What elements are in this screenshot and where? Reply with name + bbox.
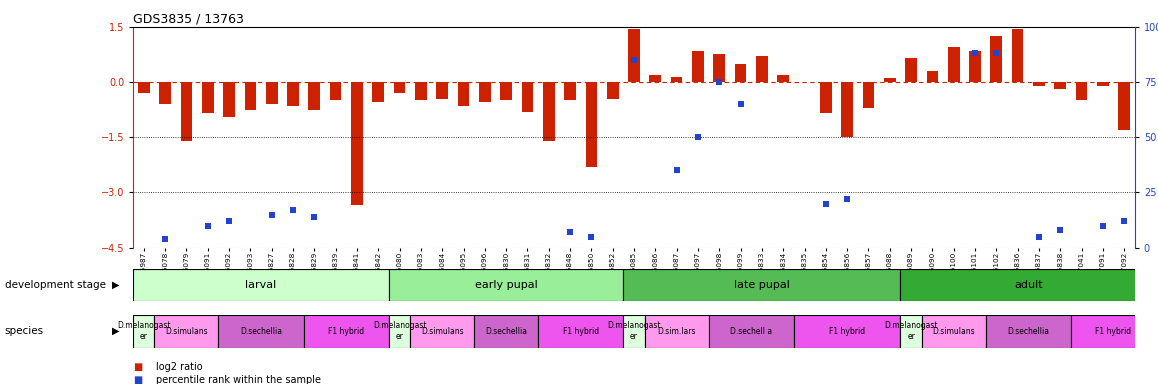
Bar	[223, 82, 235, 117]
Text: F1 hybrid: F1 hybrid	[829, 327, 865, 336]
Bar	[266, 82, 278, 104]
Bar	[901, 315, 922, 348]
Text: D.melanogast
er: D.melanogast er	[885, 321, 938, 341]
Bar	[628, 29, 640, 82]
Text: late pupal: late pupal	[734, 280, 790, 290]
Bar	[500, 82, 512, 101]
Bar	[543, 82, 555, 141]
Bar	[181, 82, 192, 141]
Bar	[303, 315, 389, 348]
Bar	[410, 315, 474, 348]
Bar	[926, 71, 938, 82]
Text: D.simulans: D.simulans	[932, 327, 975, 336]
Bar	[1012, 29, 1024, 82]
Text: D.sim.lars: D.sim.lars	[658, 327, 696, 336]
Bar	[990, 36, 1002, 82]
Text: D.simulans: D.simulans	[420, 327, 463, 336]
Bar	[201, 82, 213, 113]
Bar	[330, 82, 342, 101]
Text: GDS3835 / 13763: GDS3835 / 13763	[133, 13, 244, 26]
Bar	[1071, 315, 1156, 348]
Bar	[133, 315, 154, 348]
Bar	[906, 58, 917, 82]
Text: D.sechellia: D.sechellia	[240, 327, 283, 336]
Bar	[969, 51, 981, 82]
Bar	[564, 82, 576, 101]
Bar	[244, 82, 256, 110]
Bar	[138, 82, 149, 93]
Bar	[474, 315, 538, 348]
Bar	[437, 82, 448, 99]
Bar	[1033, 82, 1045, 86]
Bar	[650, 75, 661, 82]
Bar	[1076, 82, 1087, 101]
Bar	[645, 315, 709, 348]
Bar	[1119, 82, 1130, 130]
Bar	[713, 55, 725, 82]
Text: D.melanogast
er: D.melanogast er	[607, 321, 661, 341]
Text: D.melanogast
er: D.melanogast er	[117, 321, 170, 341]
Text: F1 hybrid: F1 hybrid	[328, 327, 365, 336]
Bar	[670, 76, 682, 82]
Bar	[1097, 82, 1108, 86]
Bar	[756, 56, 768, 82]
Bar	[308, 82, 320, 110]
Bar	[623, 315, 645, 348]
Bar	[538, 315, 623, 348]
Bar	[586, 82, 598, 167]
Bar	[394, 82, 405, 93]
Text: species: species	[5, 326, 44, 336]
Bar	[820, 82, 831, 113]
Bar	[948, 47, 960, 82]
Bar	[160, 82, 171, 104]
Text: development stage: development stage	[5, 280, 105, 290]
Bar	[607, 82, 618, 99]
Text: adult: adult	[1014, 280, 1042, 290]
Bar	[133, 269, 389, 301]
Bar	[777, 75, 789, 82]
Text: percentile rank within the sample: percentile rank within the sample	[156, 375, 321, 384]
Bar	[709, 315, 794, 348]
Bar	[287, 82, 299, 106]
Bar	[351, 82, 362, 205]
Bar	[415, 82, 427, 101]
Bar	[479, 82, 491, 102]
Text: ■: ■	[133, 375, 142, 384]
Bar	[521, 82, 534, 111]
Bar	[373, 82, 384, 102]
Bar	[985, 315, 1071, 348]
Text: F1 hybrid: F1 hybrid	[563, 327, 599, 336]
Bar	[623, 269, 901, 301]
Bar	[901, 269, 1156, 301]
Bar	[841, 82, 853, 137]
Text: D.sechellia: D.sechellia	[1007, 327, 1049, 336]
Bar	[154, 315, 219, 348]
Bar	[734, 64, 747, 82]
Bar	[389, 269, 623, 301]
Text: log2 ratio: log2 ratio	[156, 362, 203, 372]
Bar	[794, 315, 901, 348]
Text: D.sechell a: D.sechell a	[731, 327, 772, 336]
Text: ▶: ▶	[112, 280, 119, 290]
Bar	[884, 78, 895, 82]
Text: ▶: ▶	[112, 326, 119, 336]
Text: ■: ■	[133, 362, 142, 372]
Bar	[1055, 82, 1067, 89]
Bar	[219, 315, 303, 348]
Bar	[692, 51, 704, 82]
Bar	[863, 82, 874, 108]
Text: D.simulans: D.simulans	[166, 327, 207, 336]
Text: early pupal: early pupal	[475, 280, 537, 290]
Text: D.sechellia: D.sechellia	[485, 327, 527, 336]
Text: D.melanogast
er: D.melanogast er	[373, 321, 426, 341]
Text: F1 hybrid: F1 hybrid	[1095, 327, 1131, 336]
Bar	[389, 315, 410, 348]
Bar	[922, 315, 985, 348]
Bar	[457, 82, 469, 106]
Text: larval: larval	[245, 280, 277, 290]
